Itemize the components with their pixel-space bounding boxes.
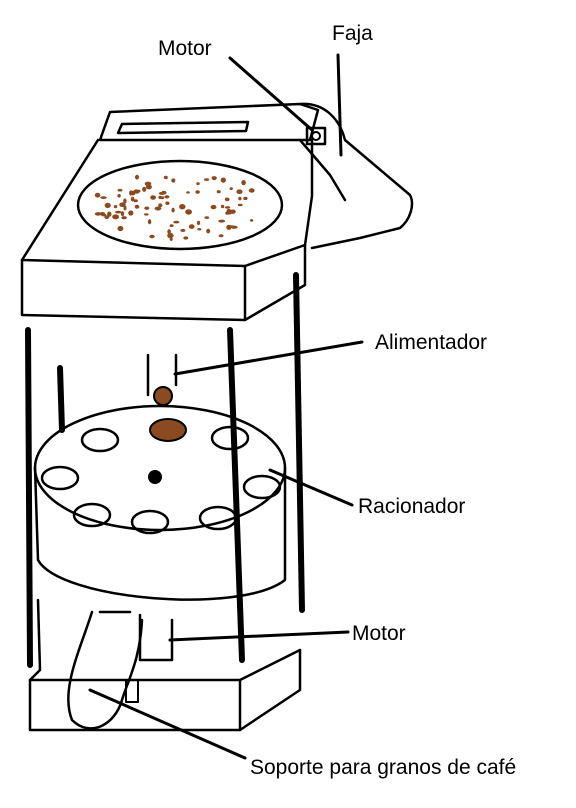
frame-legs (25, 272, 305, 668)
coffee-bean (204, 178, 210, 181)
coffee-bean (204, 216, 210, 219)
coffee-bean (196, 220, 201, 225)
coffee-bean (220, 204, 225, 209)
leader-lines (88, 53, 364, 760)
coffee-bean (117, 188, 123, 192)
top-motor-icon (305, 126, 327, 146)
coffee-bean (123, 198, 127, 204)
coffee-bean (171, 178, 176, 183)
coffee-bean (218, 234, 224, 238)
coffee-bean (123, 205, 127, 211)
coffee-bean (145, 184, 152, 190)
coffee-bean (196, 182, 200, 186)
coffee-bean (142, 186, 147, 192)
coffee-bean (180, 228, 186, 232)
coffee-bean (226, 224, 232, 230)
coffee-bean (149, 234, 155, 239)
feeder-bean-drop (153, 386, 173, 406)
coffee-bean (236, 189, 243, 194)
coffee-bean (163, 175, 168, 180)
coffee-bean (238, 196, 242, 201)
coffee-bean (220, 177, 226, 183)
coffee-bean (144, 206, 150, 210)
coffee-bean (210, 204, 217, 210)
label-motor-top: Motor (158, 37, 212, 60)
coffee-bean (150, 195, 157, 200)
label-soporte: Soporte para granos de café (250, 756, 516, 779)
coffee-bean (120, 211, 125, 217)
coffee-bean (197, 228, 202, 231)
coffee-bean (218, 219, 226, 223)
coffee-bean (186, 191, 190, 194)
coffee-bean (249, 219, 254, 222)
coffee-bean (237, 203, 243, 207)
cup-support (125, 679, 139, 703)
coffee-bean (158, 203, 163, 208)
coffee-bean (167, 232, 174, 239)
coffee-bean (133, 199, 138, 203)
top-hopper (20, 102, 320, 322)
rationing-disc (33, 404, 287, 601)
coffee-bean (171, 207, 175, 213)
coffee-beans-top (94, 174, 255, 241)
coffee-bowl (76, 159, 284, 251)
coffee-bean (179, 204, 186, 210)
belt-housing (298, 102, 414, 250)
label-alimentador: Alimentador (375, 331, 487, 354)
coffee-bean (144, 213, 149, 216)
coffee-bean (206, 228, 211, 234)
feeder (146, 353, 178, 406)
coffee-bean (119, 202, 126, 207)
coffee-bean (169, 237, 173, 241)
coffee-bean (137, 189, 141, 193)
coffee-bean (101, 213, 107, 217)
coffee-bean (243, 196, 248, 201)
label-racionador: Racionador (358, 495, 465, 518)
disc-cup-filled (149, 418, 187, 442)
coffee-bean (121, 216, 127, 220)
coffee-bean (216, 190, 221, 194)
coffee-bean (154, 206, 162, 211)
label-faja: Faja (332, 22, 373, 45)
label-motor-bottom: Motor (352, 622, 406, 645)
coffee-bean (158, 195, 162, 200)
coffee-bean (107, 211, 112, 217)
coffee-bean (129, 190, 133, 196)
coffee-bean (248, 188, 255, 193)
coffee-bean (224, 197, 230, 202)
coffee-bean (173, 220, 180, 224)
coffee-bean (104, 202, 111, 208)
coffee-bean (130, 196, 135, 202)
coffee-bean (188, 224, 195, 229)
coffee-bean (117, 194, 121, 198)
coffee-bean (117, 225, 124, 232)
coffee-bean (100, 196, 107, 200)
coffee-bean (112, 214, 119, 220)
coffee-bean (229, 187, 233, 191)
coffee-bean (165, 201, 170, 205)
bottom-base (28, 598, 302, 732)
coffee-bean (94, 192, 101, 198)
disc-axle (148, 470, 162, 484)
coffee-bean (113, 205, 118, 209)
coffee-bean (169, 224, 174, 228)
coffee-bean (186, 209, 190, 213)
coffee-bean (164, 195, 170, 199)
coffee-bean (115, 210, 122, 214)
coffee-bean (135, 174, 139, 180)
coffee-bean (211, 176, 217, 181)
coffee-bean (241, 180, 246, 186)
coffee-bean (195, 190, 200, 194)
coffee-bean (134, 204, 140, 209)
coffee-bean (183, 236, 189, 240)
coffee-bean (158, 191, 165, 195)
coffee-bean (94, 212, 102, 216)
coffee-bean (147, 219, 152, 225)
coffee-bean (167, 229, 171, 234)
coffee-bean (128, 210, 134, 216)
coffee-bean (224, 206, 231, 209)
coffee-bean (226, 208, 231, 215)
